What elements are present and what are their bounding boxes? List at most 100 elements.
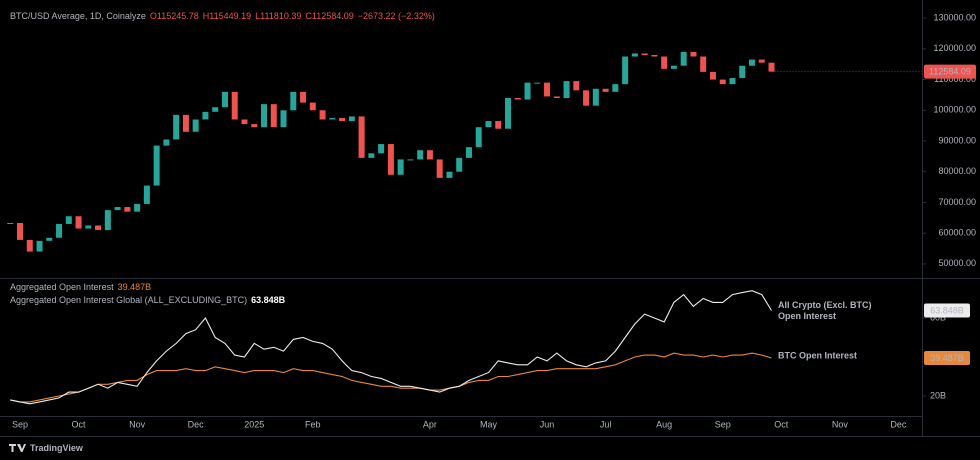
x-tick-label: Aug <box>656 419 672 429</box>
candle-body <box>163 139 170 146</box>
price-title: BTC/USD Average, 1D, Coinalyze <box>10 11 146 21</box>
y-tick-label: 90000.00 <box>938 135 976 145</box>
candle-body <box>749 59 755 66</box>
price-legend: BTC/USD Average, 1D, Coinalyze O115245.78… <box>10 11 435 21</box>
y-tick-label: 130000.00 <box>933 12 976 22</box>
candle-body <box>729 78 736 85</box>
candle-body <box>397 159 404 175</box>
candle-body <box>768 62 775 72</box>
candle-body <box>456 157 463 172</box>
ohlc-open: O115245.78 <box>150 11 199 21</box>
candle-body <box>700 56 707 72</box>
x-tick-label: Dec <box>890 419 907 429</box>
candle-body <box>319 110 326 120</box>
candle-body <box>104 210 111 231</box>
y-tick-label: 120000.00 <box>933 43 976 53</box>
candle-body <box>544 82 551 97</box>
candle-body <box>143 185 150 204</box>
x-tick-label: Apr <box>423 419 437 429</box>
candle-body <box>270 104 277 128</box>
x-tick-label: Sep <box>12 419 28 429</box>
candle-body <box>280 110 287 128</box>
candle-body <box>475 127 482 148</box>
ohlc-change: −2673.22 (−2.32%) <box>358 11 435 21</box>
candle-body <box>495 121 502 129</box>
candle-body <box>680 51 687 66</box>
candle-body <box>251 124 258 128</box>
candle-body <box>212 107 219 112</box>
candle-body <box>153 145 160 186</box>
candle-body <box>641 53 648 55</box>
x-tick-label: Nov <box>129 419 146 429</box>
candle-body <box>124 207 131 212</box>
candle-body <box>46 237 53 241</box>
footer-logo: TradingView <box>9 443 84 453</box>
last-value-label: 39.487B <box>930 353 964 363</box>
annotation: BTC Open Interest <box>778 350 857 360</box>
candle-body <box>612 84 619 92</box>
candle-body <box>407 159 414 161</box>
x-tick-label: Oct <box>72 419 87 429</box>
candle-body <box>241 119 248 125</box>
candle-body <box>583 90 590 106</box>
candle-body <box>622 56 629 85</box>
candle-body <box>602 88 609 92</box>
candle-body <box>436 159 443 178</box>
candle-body <box>651 54 658 57</box>
last-value-tag <box>924 351 970 366</box>
y-tick-label: 60000.00 <box>938 228 976 238</box>
last-value-tag <box>924 303 970 318</box>
candle-body <box>202 111 209 120</box>
candle-body <box>690 51 697 57</box>
candle-body <box>378 144 385 154</box>
candle-body <box>261 104 267 128</box>
candle-body <box>17 223 23 240</box>
logo-mark <box>9 444 26 452</box>
brand: TradingView <box>30 443 84 453</box>
candle-body <box>505 97 511 129</box>
candle-body <box>417 150 424 160</box>
candle-body <box>173 114 180 140</box>
series-name: Aggregated Open Interest Global (ALL_EXC… <box>10 295 247 305</box>
candle-body <box>670 65 677 69</box>
candle-body <box>592 88 599 106</box>
candle-body <box>631 53 638 57</box>
candle-body <box>95 225 102 231</box>
candle-body <box>85 225 92 229</box>
candle-body <box>387 144 394 175</box>
y-tick-label: 20B <box>930 390 946 400</box>
candle-body <box>465 147 472 158</box>
candle-body <box>719 79 726 85</box>
last-value-label: 63.848B <box>930 305 964 315</box>
candle-body <box>524 82 531 100</box>
candle-body <box>514 97 521 100</box>
candle-body <box>231 91 238 120</box>
candle-body <box>182 114 189 132</box>
oi-line <box>10 352 772 403</box>
candle-body <box>192 119 199 132</box>
candle-body <box>114 207 121 211</box>
annotation: Open Interest <box>778 311 836 321</box>
candle-body <box>339 117 346 122</box>
candle-body <box>573 81 580 91</box>
candle-body <box>709 71 716 80</box>
candle-body <box>348 116 355 122</box>
candle-body <box>563 81 570 98</box>
candle-body <box>368 153 375 158</box>
candle-body <box>329 117 336 120</box>
candle-body <box>358 116 365 158</box>
x-tick-label: 2025 <box>244 419 264 429</box>
candle-body <box>7 223 14 225</box>
candle-body <box>309 102 316 111</box>
last-price-label: 112584.09 <box>929 66 971 76</box>
candle-body <box>36 240 43 252</box>
x-tick-label: May <box>480 419 498 429</box>
candle-body <box>300 91 307 103</box>
oi-legend-btc: Aggregated Open Interest 39.487B <box>10 282 151 292</box>
x-tick-label: Feb <box>305 419 321 429</box>
x-tick-label: Jun <box>540 419 555 429</box>
oi-legend-alt: Aggregated Open Interest Global (ALL_EXC… <box>10 295 286 305</box>
candle-body <box>75 216 82 229</box>
